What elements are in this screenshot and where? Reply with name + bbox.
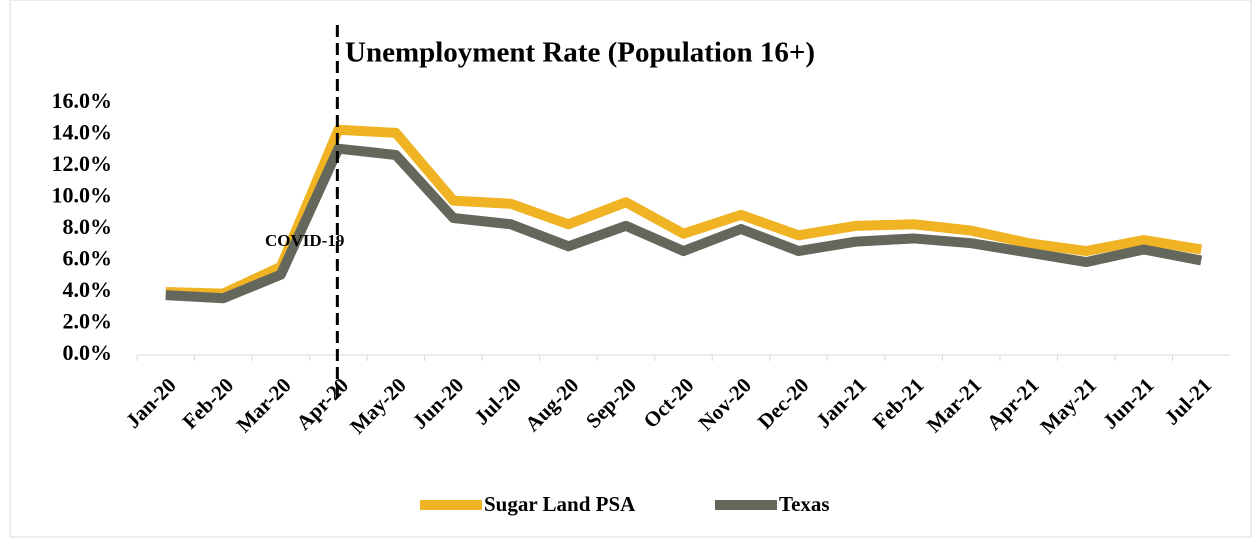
x-tick-label: Jan-21	[811, 373, 871, 433]
legend-label: Texas	[779, 492, 830, 516]
x-tick-label: Feb-20	[178, 373, 239, 434]
y-tick-label: 16.0%	[52, 88, 113, 113]
x-tick-label: Feb-21	[868, 373, 929, 434]
legend-label: Sugar Land PSA	[484, 492, 636, 516]
x-tick-label: Jun-21	[1098, 373, 1159, 434]
x-tick-label: Apr-20	[291, 373, 353, 435]
annotation-text: COVID-19	[265, 231, 344, 250]
series-line	[165, 143, 1203, 304]
x-tick-label: Jul-20	[469, 373, 526, 430]
y-tick-label: 10.0%	[52, 183, 113, 208]
x-tick-label: May-21	[1035, 373, 1101, 439]
x-tick-label: Jul-21	[1160, 373, 1217, 430]
x-tick-label: Dec-20	[753, 373, 814, 434]
x-tick-label: Jan-20	[121, 373, 181, 433]
chart-border	[9, 0, 1252, 538]
x-tick-label: Aug-20	[520, 373, 583, 436]
y-tick-label: 2.0%	[63, 309, 113, 334]
y-tick-label: 14.0%	[52, 120, 113, 145]
x-tick-label: Apr-21	[982, 373, 1044, 435]
y-tick-label: 6.0%	[63, 246, 113, 271]
x-tick-label: Sep-20	[581, 373, 641, 433]
y-tick-label: 12.0%	[52, 151, 113, 176]
chart-title: Unemployment Rate (Population 16+)	[345, 37, 815, 69]
series-line	[165, 124, 1203, 299]
x-tick-label: Jun-20	[408, 373, 469, 434]
x-tick-label: Nov-20	[694, 373, 756, 435]
x-tick-label: Oct-20	[639, 373, 699, 433]
y-tick-label: 0.0%	[63, 340, 113, 365]
x-tick-label: Mar-21	[922, 373, 986, 437]
y-tick-label: 4.0%	[63, 277, 113, 302]
x-tick-label: Mar-20	[232, 373, 296, 437]
y-tick-label: 8.0%	[63, 214, 113, 239]
x-tick-label: May-20	[345, 373, 411, 439]
